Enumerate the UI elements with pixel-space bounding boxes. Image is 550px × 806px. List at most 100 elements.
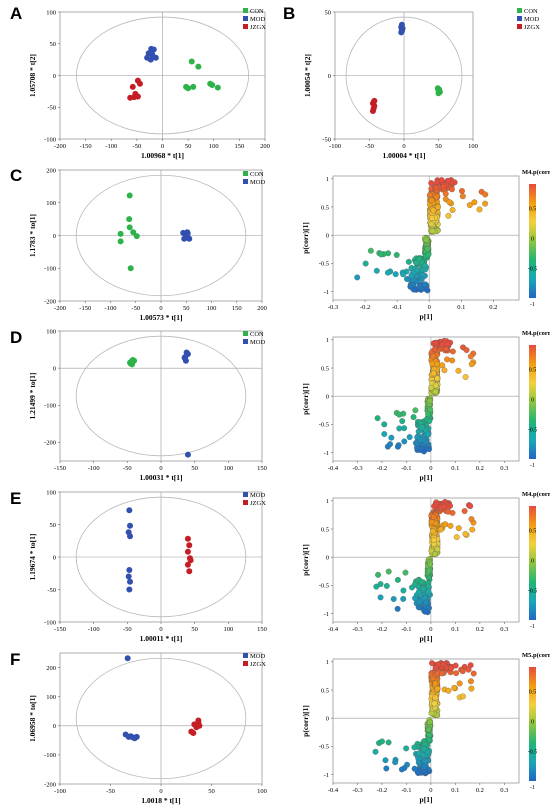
panel-e-loading-variable-point (426, 567, 433, 574)
panel-d-loading-variable-point (401, 438, 408, 445)
panel-e-x-tick-label: -100 (88, 626, 100, 633)
panel-c-loading-variable-point (403, 276, 410, 282)
panel-e-loading-variable-point (427, 561, 433, 568)
panel-b-point-mod (398, 21, 405, 28)
panel-e-loading-variable-point (423, 599, 429, 606)
panel-d-loading-variable-point (434, 361, 441, 368)
panel-c-loading-x-tick-label: -0.2 (360, 304, 370, 311)
panel-c-x-tick-label: 100 (207, 305, 217, 312)
panel-e-loading-variable-point (453, 534, 460, 541)
panel-e-loading-variable-point (421, 607, 428, 614)
panel-f-loading-variable-point (383, 765, 390, 772)
panel-b-legend-swatch-mod (517, 16, 522, 21)
panel-e-x-tick-label: -150 (54, 626, 66, 633)
panel-f-point-jzgx (195, 717, 202, 724)
panel-e-hotelling-ellipse (75, 496, 247, 618)
panel-d-loading-colorbar-tick-label: 0.5 (529, 368, 537, 374)
panel-a-point-mod (147, 56, 154, 63)
panel-c-y-tick-label: 0 (53, 233, 56, 240)
panel-a-legend-swatch-jzgx (243, 24, 248, 29)
panel-c-loading-variable-point (430, 207, 437, 214)
panel-e-loading-x-tick-label: 0.2 (476, 626, 484, 633)
panel-c-loading-x-axis-label: p[1] (420, 312, 433, 321)
panel-d-y-tick-label: 0 (53, 365, 56, 372)
panel-f-loading-variable-point (421, 763, 428, 770)
panel-f-point-mod (133, 733, 140, 740)
panel-c-loading-variable-point (378, 251, 385, 258)
panel-e-loading-variable-point (430, 537, 437, 544)
panel-d-loading-colorbar-tick-label: -0.5 (528, 428, 538, 434)
panel-c-loading-variable-point (354, 274, 361, 281)
panel-f-loading-variable-point (429, 660, 435, 667)
panel-e-loading-colorbar-tick-label: 0.5 (529, 529, 537, 535)
panel-c-y-axis-label: 1.1783 * to[1] (28, 214, 37, 257)
panel-d-loading-variable-point (381, 431, 388, 437)
panel-c-loading-x-tick-label: -0.1 (392, 304, 402, 311)
panel-letter-d: D (10, 328, 23, 347)
panel-f-x-tick-label: -50 (106, 788, 115, 795)
panel-f-loading-variable-point (445, 687, 452, 694)
panel-c-loading-y-tick-label: -0.5 (319, 261, 329, 268)
panel-a-point-con (214, 84, 221, 91)
panel-c-loading-variable-point (445, 212, 452, 219)
panel-e-point-jzgx (187, 557, 194, 564)
panel-c-loading-variable-point (418, 276, 425, 283)
panel-d-loading-variable-point (463, 347, 470, 354)
panel-e-loading-variable-point (468, 516, 475, 523)
panel-b-x-tick-label: 100 (468, 143, 478, 150)
panel-c-loading-variable-point (429, 228, 436, 234)
panel-f-legend-swatch-mod (243, 653, 248, 658)
panel-d-x-tick-label: 100 (223, 465, 233, 472)
panel-d-loading-variable-point (432, 382, 439, 389)
panel-f-loading-variable-point (372, 748, 379, 755)
panel-b-y-tick-label: -50 (322, 136, 331, 143)
panel-d-y-tick-label: 100 (46, 328, 56, 335)
panel-e-point-jzgx (186, 568, 193, 575)
panel-f-loading-variable-point (425, 726, 432, 733)
panel-a-legend-swatch-con (243, 8, 248, 13)
panel-c-loading-variable-point (449, 186, 455, 193)
panel-f-loading-variable-point (432, 680, 439, 687)
panel-c-loading-variable-point (426, 191, 433, 198)
panel-c-point-con (117, 238, 124, 245)
panel-d-loading-variable-point (410, 414, 417, 421)
panel-a-legend-label-jzgx: JZGX (250, 24, 266, 31)
panel-c-loading-variable-point (424, 245, 431, 252)
panel-f-loading-variable-point (465, 666, 472, 673)
panel-f-loading-y-tick-label: 0.5 (321, 687, 329, 694)
panel-e-loading-variable-point (461, 508, 468, 514)
panel-c-loading-variable-point (440, 183, 447, 190)
panel-d-loading-variable-point (421, 448, 427, 455)
panel-e-loading-variable-point (428, 519, 435, 525)
panel-e-loading-variable-point (462, 530, 469, 537)
panel-c-loading-variable-point (362, 260, 369, 267)
panel-e-loading-x-tick-label: 0.3 (500, 626, 508, 633)
panel-e-x-tick-label: -50 (123, 626, 132, 633)
panel-f-loading-x-tick-label: 0 (429, 787, 432, 794)
panel-f-loading-variable-point (415, 759, 422, 766)
panel-f-loading-x-tick-label: -0.2 (377, 787, 387, 794)
panel-f-loading-variable-point (422, 740, 429, 747)
panel-d-loading-variable-point (412, 407, 419, 414)
panel-c-loading-variable-point (428, 197, 435, 204)
panel-d-loading-x-tick-label: 0.2 (476, 465, 484, 472)
panel-d-x-tick-label: 150 (257, 465, 267, 472)
panel-d-loading-variable-point (430, 370, 437, 377)
panel-e-loading-variable-point (412, 595, 419, 602)
panel-a-x-tick-label: 200 (260, 143, 270, 150)
panel-c-loading-variable-point (421, 262, 428, 269)
panel-b-x-tick-label: -50 (365, 143, 374, 150)
panel-e-loading-variable-point (434, 546, 441, 553)
panel-c-x-tick-label: -50 (131, 305, 140, 312)
panel-a-y-tick-label: 100 (46, 9, 56, 16)
panel-e-point-jzgx (186, 542, 193, 549)
panel-f-loading-variable-point (432, 664, 439, 671)
panel-c-loading-variable-point (416, 283, 423, 290)
panel-d-loading-x-tick-label: 0.1 (451, 465, 459, 472)
panel-d-loading-colorbar-title: M4.p(corr)[1] (522, 330, 550, 337)
panel-c-point-con (126, 192, 133, 199)
panel-f-loading-colorbar-title: M5.p(corr)[1] (522, 652, 550, 659)
panel-d-x-tick-label: 50 (191, 465, 198, 472)
panel-d-legend-swatch-con (243, 331, 248, 336)
